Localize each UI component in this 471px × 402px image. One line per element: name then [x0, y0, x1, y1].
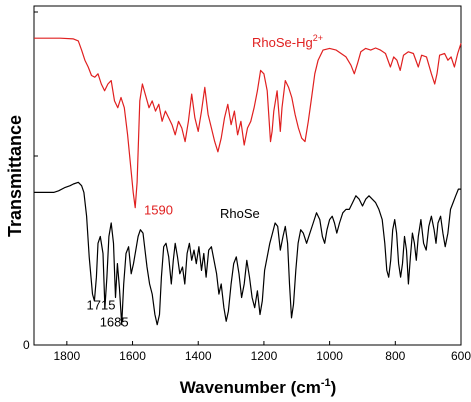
series-layer	[34, 37, 462, 326]
x-tick-label-1400: 1400	[185, 349, 212, 363]
series-label-rhose-hg-main: RhoSe-Hg	[252, 35, 313, 50]
x-axis-title: Wavenumber (cm-1)	[180, 377, 337, 397]
series-line-1	[34, 181, 461, 326]
peak-label-1590: 1590	[144, 202, 173, 217]
x-tick-label-1800: 1800	[53, 349, 80, 363]
x-tick-label-1200: 1200	[251, 349, 278, 363]
legend-rhose: RhoSe	[220, 206, 260, 221]
x-axis-title-main: Wavenumber (cm	[180, 378, 321, 397]
peak-annotations: 1590 1715 1685	[87, 202, 173, 329]
series-label-rhose-hg-sup: 2+	[313, 33, 323, 43]
plot-frame	[33, 5, 462, 346]
x-axis-title-close: )	[331, 378, 337, 397]
peak-label-1715: 1715	[87, 297, 116, 312]
series-line-0	[34, 37, 462, 209]
x-tick-label-1000: 1000	[316, 349, 343, 363]
series-label-rhose-hg: RhoSe-Hg2+	[252, 33, 323, 50]
x-tick-label-600: 600	[451, 349, 471, 363]
y-axis-ticks: 0	[23, 11, 38, 352]
x-tick-label-1600: 1600	[119, 349, 146, 363]
y-tick-label-zero: 0	[23, 338, 30, 352]
peak-label-1685: 1685	[100, 314, 129, 329]
x-tick-label-800: 800	[385, 349, 405, 363]
series-label-rhose: RhoSe	[220, 206, 260, 221]
x-axis-ticks: 1800 1600 1400 1200 1000 800 600	[53, 341, 471, 363]
y-axis-title: Transmittance	[5, 115, 25, 237]
legend-rhose-hg: RhoSe-Hg2+	[252, 33, 323, 50]
x-axis-title-sup: -1	[321, 377, 331, 389]
